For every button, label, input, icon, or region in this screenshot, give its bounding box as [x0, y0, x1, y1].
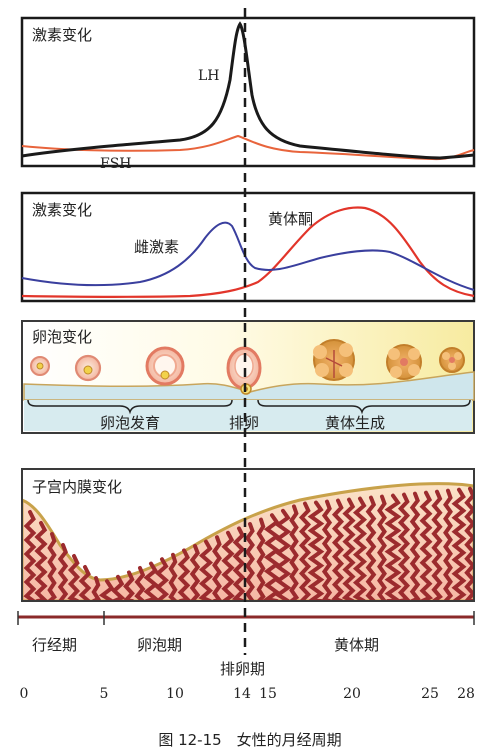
- gland-strand: [384, 493, 403, 601]
- endometrial-glands: [23, 486, 474, 601]
- gland-strand: [307, 500, 325, 601]
- gland-strand: [463, 486, 474, 601]
- corpus-luteum-3-icon: [439, 347, 465, 373]
- gland-strand: [256, 517, 266, 601]
- stage-ovulation-label: 排卵: [229, 414, 259, 432]
- gland-strand: [91, 576, 102, 601]
- gland-strand: [274, 508, 292, 601]
- corpus-luteum-1-icon: [313, 339, 355, 381]
- gland-strand: [154, 557, 170, 601]
- gland-strand: [47, 532, 57, 601]
- gland-strand: [321, 499, 333, 601]
- gland-strand: [245, 522, 255, 601]
- gland-strand: [177, 548, 192, 601]
- gland-strand: [198, 539, 214, 601]
- gland-strand: [431, 489, 443, 601]
- gland-strand: [67, 554, 81, 601]
- panel-estrogen-progesterone: 激素变化 雌激素 黄体酮: [20, 191, 476, 303]
- estrogen-label: 雌激素: [134, 238, 179, 256]
- estrogen-curve: [21, 221, 475, 291]
- brace-development: [27, 399, 233, 415]
- gland-strand: [78, 565, 92, 601]
- day-tick: 15: [259, 686, 277, 702]
- day-tick: 0: [20, 686, 29, 702]
- gland-strand: [221, 530, 235, 601]
- panel1-title: 激素变化: [32, 26, 92, 44]
- gland-strand: [143, 561, 160, 601]
- phase-follicular: 卵泡期: [137, 636, 182, 654]
- panel-endometrium: 子宫内膜变化: [21, 468, 475, 602]
- phase-ovulation: 排卵期: [220, 660, 265, 678]
- fsh-label: FSH: [100, 156, 132, 172]
- follicle-1-icon: [30, 356, 50, 376]
- gland-strand: [352, 496, 368, 601]
- gland-strand: [34, 521, 49, 601]
- follicle-2-icon: [74, 354, 102, 382]
- progesterone-label: 黄体酮: [268, 210, 313, 228]
- panel3-title: 卵泡变化: [32, 328, 92, 346]
- gland-strand: [365, 495, 377, 601]
- day-tick: 5: [100, 686, 109, 702]
- gland-strand: [23, 510, 37, 601]
- phase-menstrual: 行经期: [32, 636, 77, 654]
- figure-caption: 图 12-15 女性的月经周期: [158, 731, 341, 749]
- gland-strand: [341, 497, 356, 601]
- gland-strand: [168, 552, 178, 601]
- gland-strand: [451, 487, 467, 601]
- day-tick: 25: [421, 686, 439, 702]
- panel2-title: 激素变化: [32, 201, 92, 219]
- day-tick: 14: [233, 686, 251, 702]
- brace-corpus-luteum: [257, 399, 471, 415]
- day-axis: 0 5 10 14 15 20 25 28: [20, 686, 475, 702]
- gland-strand: [377, 494, 387, 601]
- gland-strand: [419, 490, 434, 601]
- gland-strand: [289, 504, 300, 601]
- corpus-luteum-2-icon: [386, 344, 422, 380]
- gland-strand: [397, 492, 412, 601]
- phase-bar: 行经期 卵泡期 排卵期 黄体期: [17, 611, 475, 678]
- gland-strand: [57, 543, 69, 601]
- ovary-band: [23, 371, 475, 401]
- day-tick: 10: [166, 686, 184, 702]
- panel-lh-fsh: 激素变化 LH FSH: [20, 16, 476, 172]
- progesterone-curve: [21, 206, 475, 298]
- gland-strand: [231, 526, 246, 601]
- phase-luteal: 黄体期: [334, 636, 379, 654]
- gland-strand: [443, 488, 454, 601]
- follicle-3-icon: [145, 346, 185, 386]
- stage-development-label: 卵泡发育: [100, 414, 160, 432]
- gland-strand: [331, 498, 345, 601]
- gland-strand: [98, 579, 115, 601]
- panel-follicle: 卵泡变化 卵泡发育 排卵 黄体生成: [21, 320, 475, 434]
- gland-strand: [111, 574, 126, 601]
- stage-corpus-luteum-label: 黄体生成: [325, 414, 385, 432]
- gland-strand: [298, 501, 312, 601]
- gland-strand: [134, 566, 146, 601]
- lh-label: LH: [198, 68, 220, 84]
- day-tick: 20: [343, 686, 361, 702]
- gland-strand: [212, 535, 223, 601]
- panel4-title: 子宫内膜变化: [32, 478, 122, 496]
- day-tick: 28: [457, 686, 475, 702]
- gland-strand: [189, 544, 201, 601]
- gland-strand: [409, 491, 421, 601]
- gland-strand: [262, 513, 281, 601]
